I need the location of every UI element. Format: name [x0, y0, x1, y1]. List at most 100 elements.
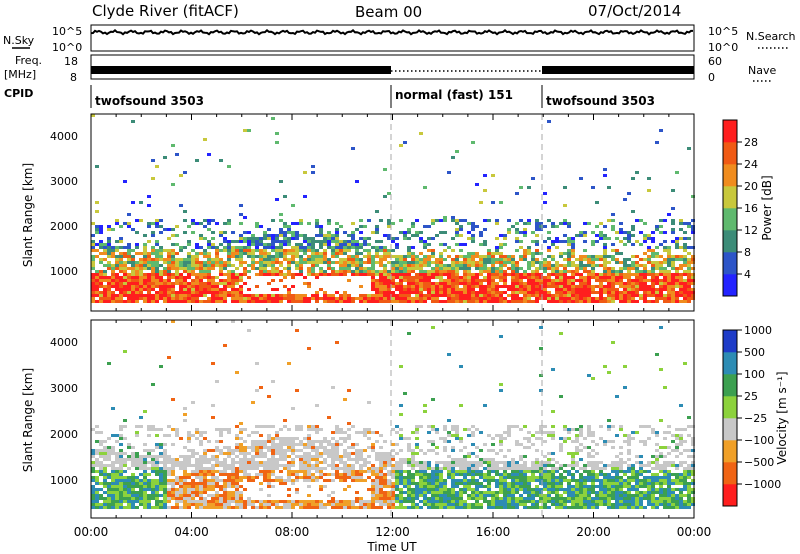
- heatmap-cell: [271, 258, 275, 261]
- heatmap-cell: [359, 467, 363, 470]
- heatmap-cell: [363, 464, 367, 467]
- heatmap-cell: [143, 467, 147, 470]
- heatmap-cell: [231, 300, 235, 303]
- heatmap-cell: [375, 228, 379, 231]
- heatmap-cell: [199, 264, 203, 267]
- heatmap-cell: [487, 467, 491, 470]
- heatmap-cell: [595, 225, 599, 228]
- heatmap-cell: [499, 500, 503, 503]
- heatmap-cell: [307, 470, 311, 473]
- heatmap-cell: [231, 231, 235, 234]
- heatmap-cell: [511, 476, 515, 479]
- heatmap-cell: [139, 464, 143, 467]
- heatmap-cell: [287, 362, 291, 365]
- heatmap-cell: [387, 300, 391, 303]
- heatmap-cell: [99, 461, 103, 464]
- heatmap-cell: [195, 494, 199, 497]
- heatmap-cell: [567, 428, 571, 431]
- heatmap-cell: [399, 428, 403, 431]
- heatmap-cell: [263, 249, 267, 252]
- heatmap-cell: [495, 297, 499, 300]
- heatmap-cell: [251, 297, 255, 300]
- heatmap-cell: [467, 300, 471, 303]
- heatmap-cell: [403, 497, 407, 500]
- heatmap-cell: [483, 258, 487, 261]
- heatmap-cell: [103, 467, 107, 470]
- heatmap-cell: [383, 300, 387, 303]
- heatmap-cell: [251, 294, 255, 297]
- heatmap-cell: [183, 491, 187, 494]
- heatmap-cell: [207, 228, 211, 231]
- heatmap-cell: [619, 300, 623, 303]
- heatmap-cell: [99, 464, 103, 467]
- heatmap-cell: [191, 297, 195, 300]
- heatmap-cell: [303, 246, 307, 249]
- heatmap-cell: [403, 291, 407, 294]
- heatmap-cell: [95, 440, 99, 443]
- heatmap-cell: [143, 300, 147, 303]
- heatmap-cell: [151, 267, 155, 270]
- heatmap-cell: [403, 141, 407, 144]
- heatmap-cell: [683, 255, 687, 258]
- heatmap-cell: [331, 270, 335, 273]
- heatmap-cell: [311, 500, 315, 503]
- heatmap-cell: [107, 497, 111, 500]
- heatmap-cell: [399, 404, 403, 407]
- heatmap-cell: [123, 470, 127, 473]
- heatmap-cell: [347, 500, 351, 503]
- heatmap-cell: [175, 479, 179, 482]
- heatmap-cell: [495, 506, 499, 509]
- heatmap-cell: [263, 425, 267, 428]
- heatmap-cell: [155, 273, 159, 276]
- heatmap-cell: [283, 506, 287, 509]
- heatmap-cell: [439, 273, 443, 276]
- heatmap-cell: [299, 458, 303, 461]
- heatmap-cell: [655, 228, 659, 231]
- heatmap-cell: [679, 228, 683, 231]
- heatmap-cell: [315, 425, 319, 428]
- heatmap-cell: [671, 264, 675, 267]
- heatmap-cell: [267, 482, 271, 485]
- heatmap-cell: [403, 258, 407, 261]
- heatmap-cell: [207, 473, 211, 476]
- heatmap-cell: [615, 252, 619, 255]
- heatmap-cell: [375, 479, 379, 482]
- heatmap-cell: [219, 434, 223, 437]
- heatmap-cell: [159, 446, 163, 449]
- heatmap-cell: [203, 470, 207, 473]
- heatmap-cell: [455, 276, 459, 279]
- heatmap-cell: [519, 276, 523, 279]
- heatmap-cell: [311, 473, 315, 476]
- heatmap-cell: [411, 455, 415, 458]
- heatmap-cell: [451, 506, 455, 509]
- heatmap-cell: [199, 479, 203, 482]
- heatmap-cell: [591, 297, 595, 300]
- heatmap-cell: [519, 473, 523, 476]
- heatmap-cell: [503, 300, 507, 303]
- heatmap-cell: [91, 476, 95, 479]
- heatmap-cell: [615, 273, 619, 276]
- heatmap-cell: [651, 270, 655, 273]
- heatmap-cell: [243, 461, 247, 464]
- heatmap-cell: [527, 497, 531, 500]
- heatmap-cell: [147, 261, 151, 264]
- heatmap-cell: [435, 261, 439, 264]
- heatmap-cell: [183, 500, 187, 503]
- heatmap-cell: [223, 488, 227, 491]
- heatmap-cell: [431, 276, 435, 279]
- heatmap-cell: [167, 506, 171, 509]
- heatmap-cell: [343, 300, 347, 303]
- heatmap-cell: [387, 294, 391, 297]
- heatmap-cell: [559, 506, 563, 509]
- heatmap-cell: [307, 446, 311, 449]
- heatmap-cell: [191, 294, 195, 297]
- heatmap-cell: [371, 464, 375, 467]
- heatmap-cell: [407, 437, 411, 440]
- heatmap-cell: [395, 243, 399, 246]
- heatmap-cell: [199, 470, 203, 473]
- heatmap-cell: [399, 503, 403, 506]
- heatmap-cell: [303, 249, 307, 252]
- heatmap-cell: [319, 452, 323, 455]
- heatmap-cell: [639, 231, 643, 234]
- heatmap-cell: [495, 219, 499, 222]
